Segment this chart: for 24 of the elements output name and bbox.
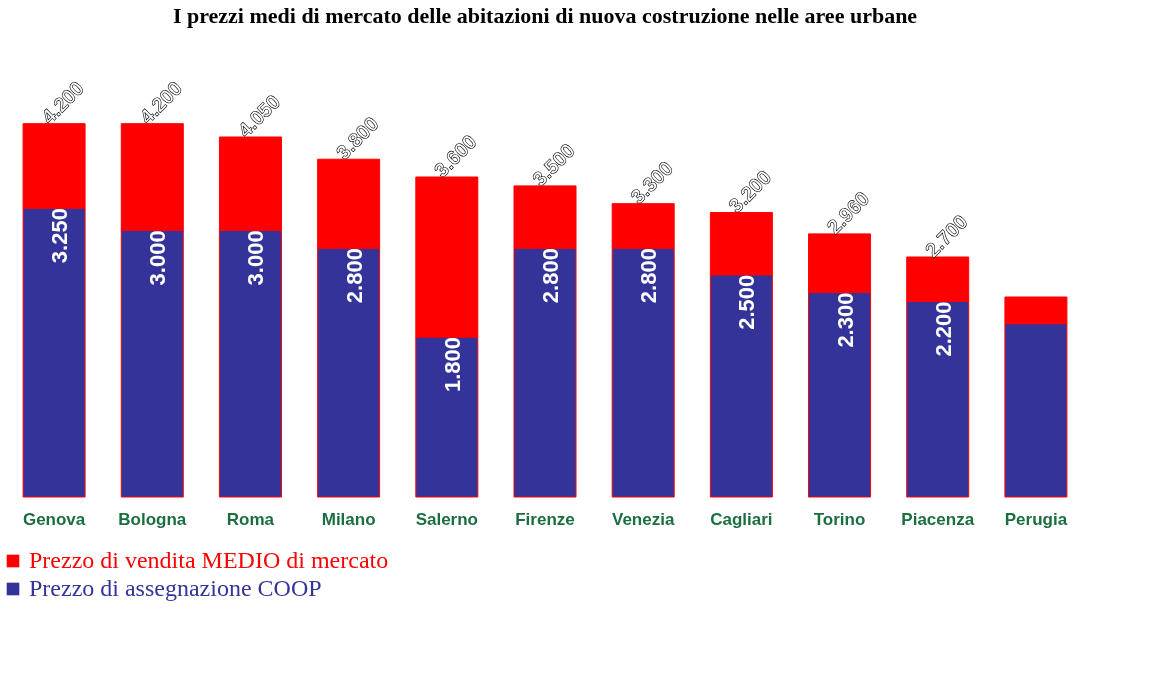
x-tick-label: Bologna [118, 509, 187, 529]
chart-title: I prezzi medi di mercato delle abitazioni di nuova costruzione nelle aree urbane [172, 3, 918, 29]
x-tick-label: Cagliari [710, 509, 773, 529]
data-label: 3.000 [145, 230, 171, 286]
data-label: 2.500 [734, 274, 760, 330]
legend-label: Prezzo di vendita MEDIO di mercato [29, 547, 389, 573]
data-label: 2.800 [341, 248, 367, 304]
data-label: 2.800 [538, 248, 563, 304]
x-tick-label: Salerno [415, 509, 478, 529]
x-tick-label: Perugia [1004, 509, 1068, 529]
x-tick-label: Firenze [515, 509, 575, 529]
x-tick-label: Torino [813, 509, 866, 529]
x-tick-label: Venezia [611, 509, 675, 529]
data-label: 1.800 [439, 337, 465, 393]
x-tick-label: Roma [226, 509, 275, 529]
data-label: 2.300 [832, 292, 858, 348]
data-label: 3.250 [47, 208, 73, 264]
data-label: 3.000 [243, 230, 269, 286]
data-label: 2.800 [636, 248, 662, 304]
x-tick-label: Milano [321, 509, 376, 529]
data-label: 2.200 [930, 301, 956, 357]
legend-label: Prezzo di assegnazione COOP [29, 575, 322, 601]
x-tick-label: Genova [22, 509, 86, 529]
x-tick-label: Piacenza [901, 509, 975, 529]
